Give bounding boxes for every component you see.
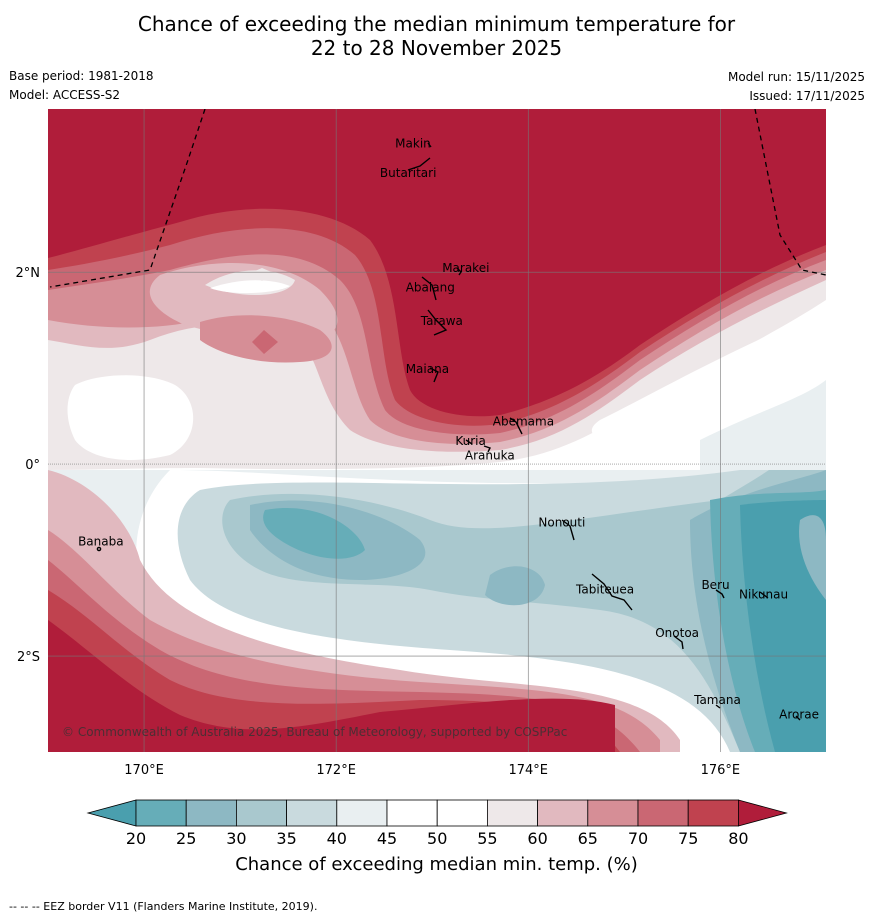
pocket-small: [248, 268, 276, 281]
island-banaba: [96, 546, 102, 552]
band-below-20: [740, 500, 826, 752]
place-label: Banaba: [78, 535, 124, 549]
island-marakei: [456, 267, 462, 276]
pocket-white-west: [67, 375, 194, 460]
eez-source-note: -- -- -- EEZ border V11 (Flanders Marine…: [9, 900, 318, 913]
colorbar-tick-label: 75: [678, 829, 698, 848]
colorbar-tick-label: 70: [628, 829, 648, 848]
colorbar-tick-label: 80: [728, 829, 748, 848]
grid-lines: [48, 109, 826, 752]
colorbar-label: Chance of exceeding median min. temp. (%…: [235, 854, 638, 875]
colorbar-swatch: [687, 799, 739, 827]
island-onotoa: [673, 635, 684, 650]
place-label: Maiana: [406, 362, 449, 376]
place-label: Nonouti: [538, 515, 585, 529]
place-labels: Makin Butaritari Marakei Abaiang Tarawa Maian…: [78, 136, 819, 721]
place-label: Tabiteuea: [575, 583, 634, 597]
place-label: Kuria: [455, 434, 486, 448]
place-label: Makin: [395, 136, 431, 150]
model-run: Model run: 15/11/2025: [727, 70, 865, 84]
island-arorae: [795, 715, 801, 721]
eez-border-east: [754, 109, 826, 276]
island-beru: [715, 589, 725, 599]
title-line-2: 22 to 28 November 2025: [310, 36, 563, 60]
lon-tick-label: 170°E: [124, 763, 164, 778]
island-aranuka: [483, 445, 491, 453]
island-maiana: [429, 367, 439, 383]
colorbar-tick-label: 20: [126, 829, 146, 848]
colorbar: 20 25 30 35 40 45 50 55 60 65 70 75 80: [86, 799, 788, 848]
island-tarawa: [427, 309, 448, 336]
colorbar-swatch: [286, 799, 338, 827]
colorbar-swatch: [587, 799, 639, 827]
issued-date: Issued: 17/11/2025: [749, 89, 865, 103]
place-label: Tamana: [693, 693, 741, 707]
colorbar-tick-label: 65: [578, 829, 598, 848]
colorbar-swatch: [336, 799, 388, 827]
band-over-80-n: [48, 109, 826, 417]
island-butaritari: [407, 157, 431, 171]
chart-title: Chance of exceeding the median minimum t…: [0, 12, 873, 60]
band-over-80-sw: [48, 620, 615, 752]
place-label: Butaritari: [380, 166, 437, 180]
title-line-1: Chance of exceeding the median minimum t…: [137, 12, 736, 36]
colorbar-swatch: [235, 799, 287, 827]
place-label: Beru: [701, 578, 729, 592]
island-makin: [427, 142, 432, 148]
colorbar-tick-label: 35: [276, 829, 296, 848]
pocket-70: [252, 330, 278, 354]
band-25: [250, 470, 826, 752]
map-field: Makin Butaritari Marakei Abaiang Tarawa Maian…: [48, 109, 826, 752]
island-kuria: [465, 439, 473, 445]
place-label: Abemama: [493, 415, 554, 429]
lon-tick-label: 174°E: [508, 763, 548, 778]
place-label: Abaiang: [406, 280, 455, 294]
island-outlines: [96, 142, 801, 721]
place-label: Onotoa: [655, 626, 699, 640]
colorbar-swatch: [537, 799, 589, 827]
colorbar-swatch: [486, 799, 538, 827]
map-axes: 170°E 172°E 174°E 176°E 2°N 0° 2°S: [16, 266, 741, 778]
colorbar-over-arrow: [738, 799, 788, 827]
colorbar-tick-label: 50: [427, 829, 447, 848]
colorbar-tick-label: 25: [176, 829, 196, 848]
place-label: Arorae: [779, 707, 819, 721]
copyright-notice: © Commonwealth of Australia 2025, Bureau…: [62, 725, 567, 739]
model-name: Model: ACCESS-S2: [9, 88, 121, 102]
place-label: Nikunau: [739, 587, 788, 601]
colorbar-swatch: [436, 799, 488, 827]
lat-tick-label: 2°S: [17, 650, 40, 665]
island-nonouti: [561, 519, 575, 541]
eez-border-west: [49, 109, 206, 288]
place-label: Tarawa: [420, 314, 463, 328]
colorbar-swatch: [135, 799, 187, 827]
island-abemama: [509, 417, 523, 435]
colorbar-under-arrow: [86, 799, 137, 827]
lat-tick-label: 0°: [25, 458, 40, 473]
colorbar-swatch: [637, 799, 689, 827]
place-label: Aranuka: [465, 448, 515, 462]
pocket-50: [210, 280, 290, 294]
colorbar-tick-label: 40: [327, 829, 347, 848]
island-tamana: [715, 704, 721, 709]
colorbar-swatch: [185, 799, 237, 827]
place-label: Marakei: [442, 261, 489, 275]
forecast-map: Makin Butaritari Marakei Abaiang Tarawa Maian…: [16, 109, 826, 848]
lat-tick-label: 2°N: [16, 266, 41, 281]
band-40-east: [700, 380, 826, 470]
colorbar-tick-label: 45: [377, 829, 397, 848]
island-nikunau: [759, 591, 769, 599]
lon-tick-label: 172°E: [316, 763, 356, 778]
colorbar-tick-label: 55: [477, 829, 497, 848]
colorbar-tick-label: 60: [527, 829, 547, 848]
colorbar-tick-label: 30: [226, 829, 246, 848]
island-abaiang: [421, 276, 437, 301]
island-tabiteuea: [591, 573, 633, 611]
colorbar-swatch: [386, 799, 438, 827]
base-period: Base period: 1981-2018: [9, 69, 154, 83]
band-25-pocket: [799, 515, 826, 600]
lon-tick-label: 176°E: [701, 763, 741, 778]
